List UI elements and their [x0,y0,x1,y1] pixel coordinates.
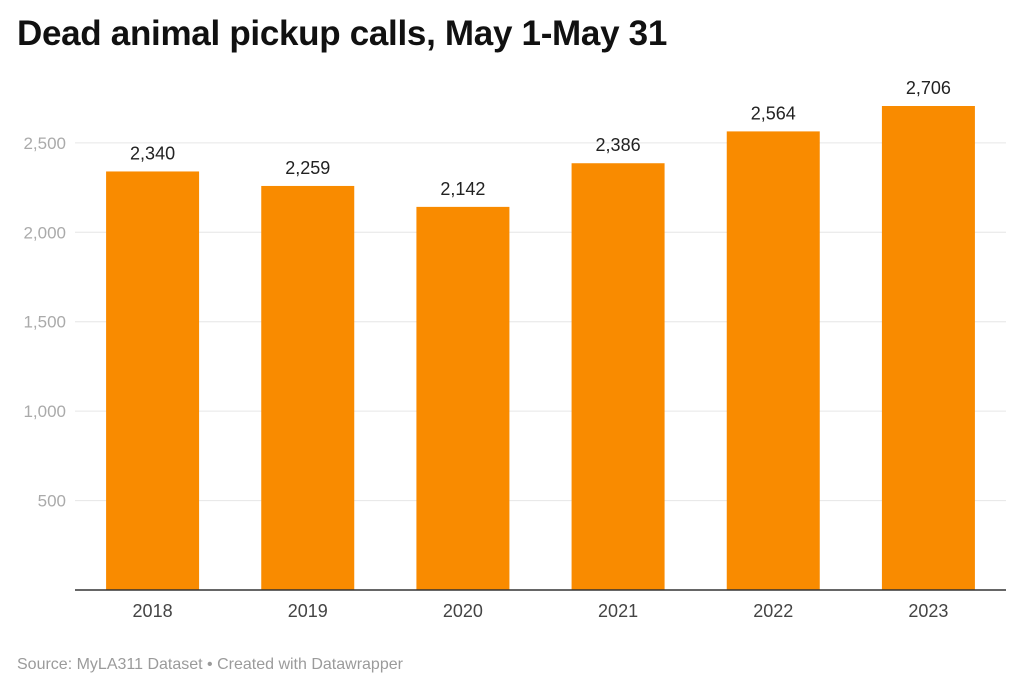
x-tick-label: 2020 [443,601,483,621]
y-tick-label: 1,000 [23,402,66,421]
y-tick-label: 2,000 [23,223,66,242]
bars [106,106,975,590]
x-tick-label: 2023 [908,601,948,621]
bar [726,131,820,590]
x-tick-label: 2022 [753,601,793,621]
chart-title: Dead animal pickup calls, May 1-May 31 [17,14,667,53]
value-labels: 2,340 2,259 2,142 2,386 2,564 2,706 [130,78,951,199]
value-label: 2,142 [440,179,485,199]
value-label: 2,386 [596,135,641,155]
y-tick-label: 500 [38,492,66,511]
value-label: 2,259 [285,158,330,178]
y-tick-label: 2,500 [23,134,66,153]
y-axis-ticks: 500 1,000 1,500 2,000 2,500 [23,134,66,511]
x-tick-label: 2018 [133,601,173,621]
gridlines [75,142,1006,502]
bar [571,163,665,590]
bar [106,171,200,590]
value-label: 2,706 [906,78,951,98]
value-label: 2,564 [751,103,796,123]
bar [881,106,975,590]
bar [261,185,355,590]
value-label: 2,340 [130,143,175,163]
x-axis-ticks: 2018 2019 2020 2021 2022 2023 [133,601,949,621]
x-tick-label: 2019 [288,601,328,621]
source-footer: Source: MyLA311 Dataset • Created with D… [17,656,403,673]
x-tick-label: 2021 [598,601,638,621]
bar [416,206,510,590]
y-tick-label: 1,500 [23,313,66,332]
